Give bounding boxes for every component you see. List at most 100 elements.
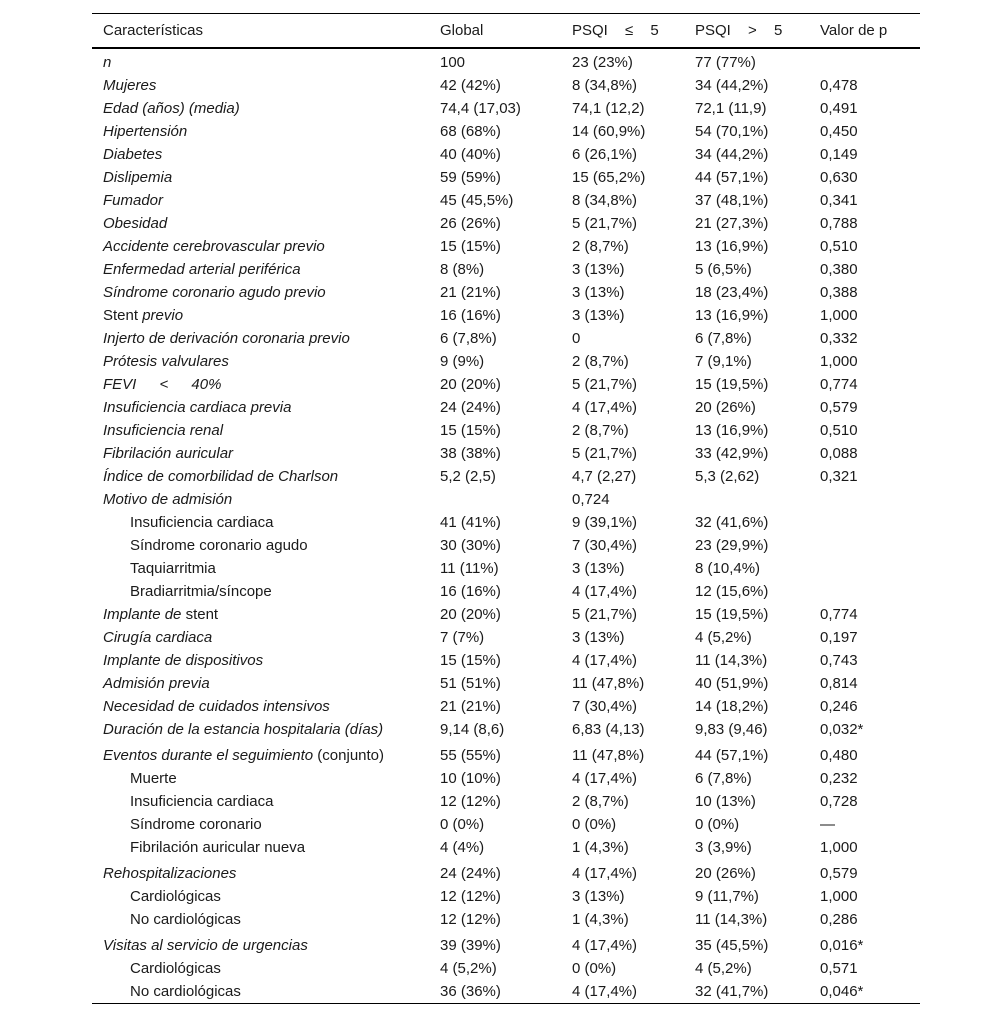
cell-psqi-le-5: 6,83 (4,13) (572, 721, 645, 738)
cell-global: 55 (55%) (440, 747, 501, 764)
row-label: Prótesis valvulares (92, 350, 440, 373)
cell-p-value: 1,000 (820, 839, 858, 856)
row-label: Duración de la estancia hospitalaria (dí… (92, 718, 440, 741)
cell-psqi-le-5: 2 (8,7%) (572, 793, 629, 810)
row-label: Muerte (92, 767, 440, 790)
row-label: n (92, 48, 440, 74)
cell-psqi-le-5: 4 (17,4%) (572, 583, 638, 600)
row-label-text: Accidente cerebrovascular previo (103, 238, 325, 255)
cell-global: 100 (440, 54, 466, 71)
row-label-text: Necesidad de cuidados intensivos (103, 698, 330, 715)
cell-global: 20 (20%) (440, 606, 501, 623)
cell-global: 20 (20%) (440, 376, 501, 393)
cell-psqi-le-5: 8 (34,8%) (572, 192, 638, 209)
cell-global: 51 (51%) (440, 675, 501, 692)
header-global: Global (440, 13, 572, 49)
cell-psqi-le-5: 3 (13%) (572, 284, 625, 301)
cell-p-value: 0,788 (820, 215, 858, 232)
cell-psqi-le-5: 4 (17,4%) (572, 399, 638, 416)
cell-psqi-gt-5 (695, 488, 820, 511)
row-label: Fumador (92, 189, 440, 212)
cell-psqi-gt-5: 72,1 (11,9) (695, 100, 767, 117)
cell-psqi-le-5: 0,724 (572, 491, 610, 508)
row-label-text: No cardiológicas (130, 983, 241, 1000)
cell-p-value (820, 511, 920, 534)
cell-p-value: 0,197 (820, 629, 858, 646)
row-label-text: Cardiológicas (130, 888, 221, 905)
cell-p-value: 0,321 (820, 468, 858, 485)
cell-psqi-le-5: 4 (17,4%) (572, 652, 638, 669)
table-row: Insuficiencia cardiaca 12 (12%) 2 (8,7%) 10… (92, 790, 920, 813)
cell-global: 6 (7,8%) (440, 330, 497, 347)
cell-global: 12 (12%) (440, 911, 501, 928)
row-label: Eventos durante el seguimiento (conjunto… (92, 741, 440, 767)
cell-global: 30 (30%) (440, 537, 501, 554)
table-row: Muerte 10 (10%) 4 (17,4%) 6 (7,8%) 0,232 (92, 767, 920, 790)
cell-psqi-le-5: 1 (4,3%) (572, 839, 629, 856)
cell-psqi-gt-5: 18 (23,4%) (695, 284, 769, 301)
table-row: Cardiológicas 4 (5,2%) 0 (0%) 4 (5,2%) 0,571 (92, 957, 920, 980)
cell-psqi-gt-5: 7 (9,1%) (695, 353, 752, 370)
row-label-text: No cardiológicas (130, 911, 241, 928)
table-row: Duración de la estancia hospitalaria (dí… (92, 718, 920, 741)
table-row: Bradiarritmia/síncope 16 (16%) 4 (17,4%) 12… (92, 580, 920, 603)
cell-psqi-gt-5: 12 (15,6%) (695, 583, 769, 600)
row-label-text: Motivo de admisión (103, 491, 233, 508)
row-label: Cardiológicas (92, 885, 440, 908)
cell-global: 68 (68%) (440, 123, 501, 140)
cell-psqi-gt-5: 15 (19,5%) (695, 376, 769, 393)
row-label-text: Duración de la estancia hospitalaria (dí… (103, 721, 384, 738)
cell-psqi-gt-5: 44 (57,1%) (695, 747, 769, 764)
table-row: Fumador 45 (45,5%) 8 (34,8%) 37 (48,1%) 0,34… (92, 189, 920, 212)
cell-global: 41 (41%) (440, 514, 501, 531)
cell-global: 45 (45,5%) (440, 192, 514, 209)
cell-p-value (820, 557, 920, 580)
row-label-text: Implante de dispositivos (103, 652, 264, 669)
row-label: FEVI < 40% (92, 373, 440, 396)
table-row: No cardiológicas 12 (12%) 1 (4,3%) 11 (14,3… (92, 908, 920, 931)
cell-p-value: 1,000 (820, 353, 858, 370)
row-label-text: previo (142, 307, 184, 324)
row-label-text: Insuficiencia cardiaca (130, 514, 274, 531)
table-row: Necesidad de cuidados intensivos 21 (21%)… (92, 695, 920, 718)
row-label: Diabetes (92, 143, 440, 166)
cell-psqi-gt-5: 20 (26%) (695, 399, 756, 416)
table-row: Eventos durante el seguimiento (conjunto… (92, 741, 920, 767)
row-label: Rehospitalizaciones (92, 859, 440, 885)
cell-psqi-le-5: 3 (13%) (572, 888, 625, 905)
cell-global: 11 (11%) (440, 560, 499, 577)
table-row: Síndrome coronario agudo 30 (30%) 7 (30,4%… (92, 534, 920, 557)
cell-psqi-le-5: 0 (0%) (572, 960, 617, 977)
cell-p-value: 0,579 (820, 865, 858, 882)
cell-psqi-gt-5: 13 (16,9%) (695, 307, 769, 324)
cell-psqi-gt-5: 5 (6,5%) (695, 261, 752, 278)
cell-psqi-gt-5: 23 (29,9%) (695, 537, 769, 554)
table-row: Cirugía cardiaca 7 (7%) 3 (13%) 4 (5,2%) 0,1… (92, 626, 920, 649)
cell-psqi-le-5: 8 (34,8%) (572, 77, 638, 94)
cell-psqi-le-5: 2 (8,7%) (572, 238, 629, 255)
cell-psqi-le-5: 0 (572, 330, 581, 347)
cell-psqi-le-5: 9 (39,1%) (572, 514, 638, 531)
row-label-text: Stent (103, 307, 143, 324)
row-label: Implante de dispositivos (92, 649, 440, 672)
cell-global: 4 (4%) (440, 839, 485, 856)
cell-psqi-gt-5: 9,83 (9,46) (695, 721, 768, 738)
cell-p-value: 0,246 (820, 698, 858, 715)
cell-global (440, 488, 572, 511)
cell-p-value (820, 580, 920, 603)
row-label: Edad (años) (media) (92, 97, 440, 120)
table-row: Obesidad 26 (26%) 5 (21,7%) 21 (27,3%) 0,788 (92, 212, 920, 235)
row-label: Necesidad de cuidados intensivos (92, 695, 440, 718)
cell-global: 24 (24%) (440, 865, 501, 882)
cell-psqi-gt-5: 34 (44,2%) (695, 77, 769, 94)
cell-psqi-gt-5: 32 (41,7%) (695, 983, 769, 1000)
table-row: Accidente cerebrovascular previo 15 (15%)… (92, 235, 920, 258)
row-label: Dislipemia (92, 166, 440, 189)
row-label: Insuficiencia cardiaca previa (92, 396, 440, 419)
row-label-text: Fibrilación auricular nueva (130, 839, 306, 856)
cell-global: 21 (21%) (440, 284, 501, 301)
cell-psqi-gt-5: 8 (10,4%) (695, 560, 761, 577)
cell-psqi-gt-5: 54 (70,1%) (695, 123, 769, 140)
table-row: Implante de stent 20 (20%) 5 (21,7%) 15 (19… (92, 603, 920, 626)
